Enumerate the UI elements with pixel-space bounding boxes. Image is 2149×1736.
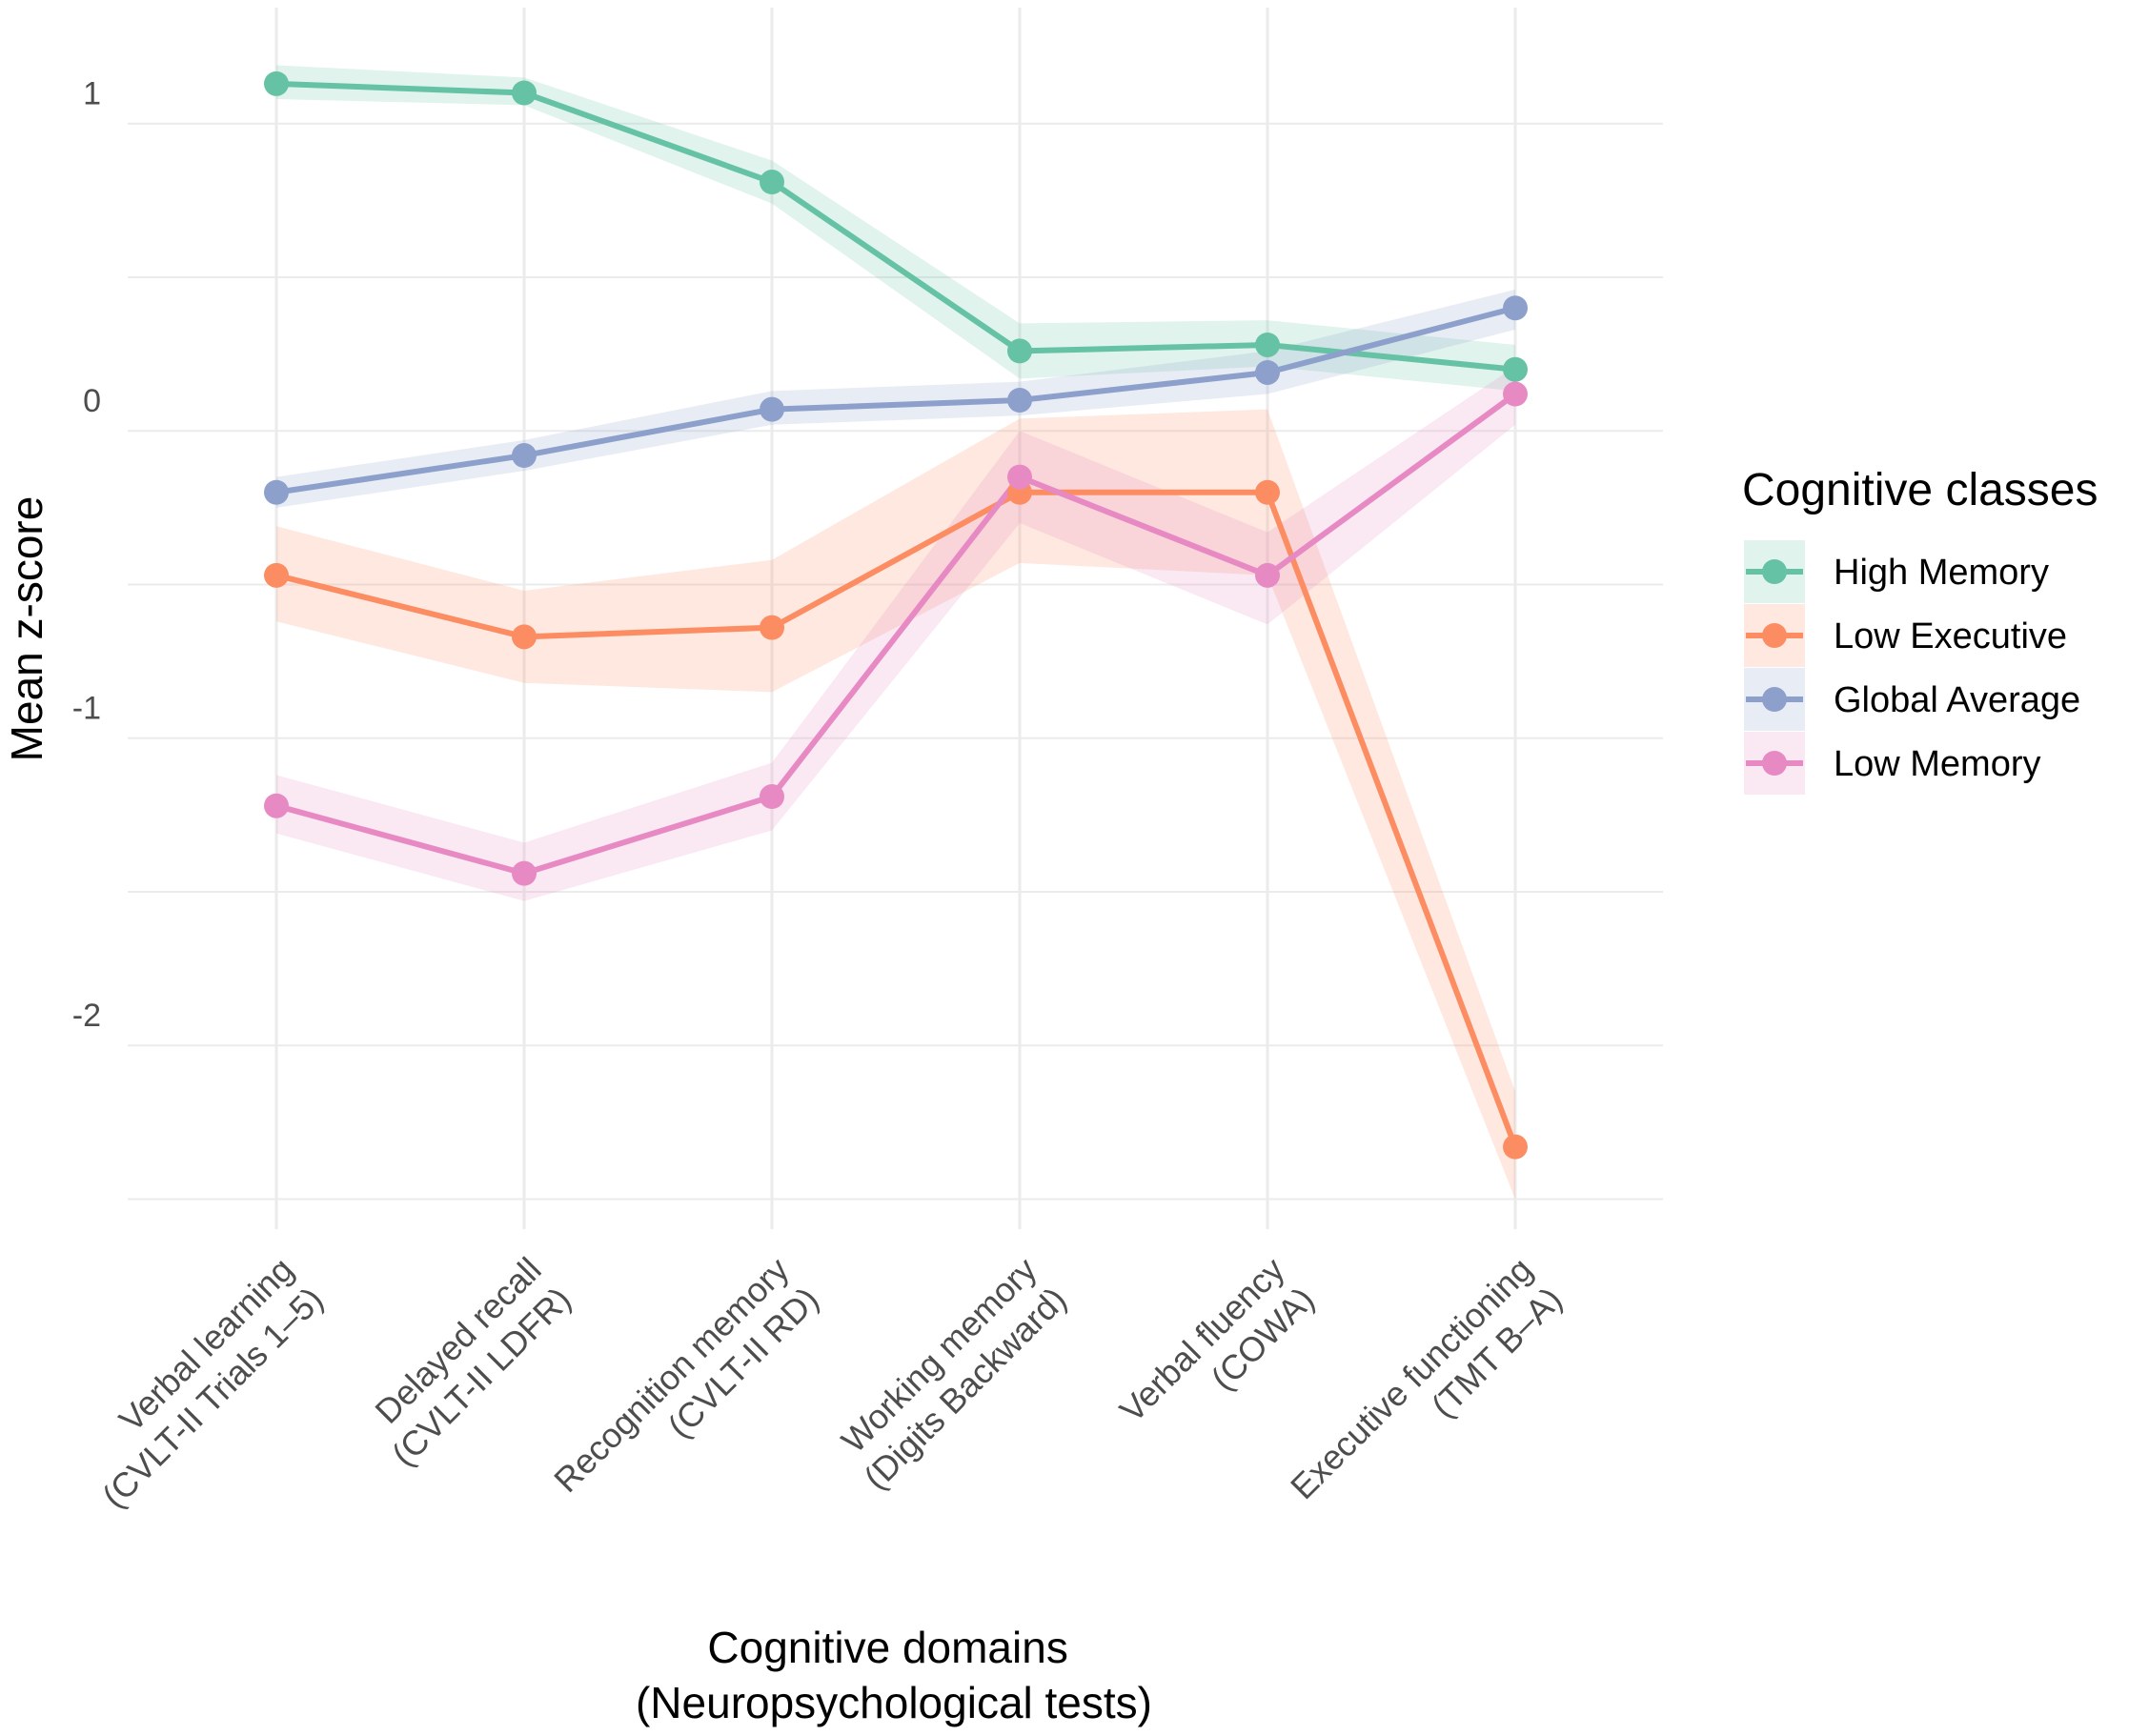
legend-item-2[interactable]: Global Average <box>1744 668 2080 731</box>
data-point-3-4[interactable] <box>1255 562 1280 588</box>
x-axis-ticks: Verbal learning(CVLT-II Trials 1–5) Delay… <box>65 1250 1570 1537</box>
confidence-band-1 <box>276 409 1515 1200</box>
legend-key-point <box>1762 559 1787 584</box>
data-point-2-0[interactable] <box>264 479 289 505</box>
data-point-3-2[interactable] <box>760 784 784 810</box>
data-point-0-0[interactable] <box>264 71 289 96</box>
legend-item-1[interactable]: Low Executive <box>1744 604 2067 667</box>
y-axis-ticks: -2 -1 0 1 <box>72 76 101 1035</box>
y-tick-label: 1 <box>83 76 101 112</box>
legend-label: Low Executive <box>1834 616 2067 656</box>
data-point-2-1[interactable] <box>512 443 537 469</box>
data-point-1-4[interactable] <box>1255 479 1280 505</box>
y-axis-title: Mean z-score <box>2 496 51 762</box>
x-axis-title: Cognitive domains (Neuropsychological te… <box>636 1623 1152 1727</box>
x-tick-label-text: Delayed recall(CVLT-II LDFR) <box>355 1250 578 1474</box>
legend-label: Low Memory <box>1834 744 2041 784</box>
x-tick-label: Verbal fluency(COWA) <box>1112 1250 1322 1460</box>
x-tick-label-text: Executive functioning(TMT B–A) <box>1283 1250 1570 1537</box>
data-point-3-1[interactable] <box>512 860 537 886</box>
x-tick-label-text: Verbal fluency(COWA) <box>1112 1250 1322 1460</box>
series-line-2 <box>274 305 1518 495</box>
x-tick-label: Working memory(Digits Backward) <box>826 1250 1074 1498</box>
data-point-3-5[interactable] <box>1503 381 1528 407</box>
x-axis-title-line-2: (Neuropsychological tests) <box>636 1678 1152 1727</box>
legend-title: Cognitive classes <box>1742 465 2098 515</box>
x-tick-label: Verbal learning(CVLT-II Trials 1–5) <box>65 1250 331 1516</box>
x-axis-title-line-1: Cognitive domains <box>707 1623 1067 1672</box>
legend-item-0[interactable]: High Memory <box>1744 540 2049 603</box>
series-line-1 <box>274 489 1518 1150</box>
data-point-3-0[interactable] <box>264 793 289 818</box>
x-tick-label-text: Working memory(Digits Backward) <box>826 1250 1074 1498</box>
data-point-0-4[interactable] <box>1255 332 1280 357</box>
grid <box>128 8 1663 1229</box>
data-point-2-5[interactable] <box>1503 295 1528 321</box>
legend-label: Global Average <box>1834 680 2080 720</box>
data-point-2-3[interactable] <box>1007 388 1032 413</box>
x-tick-label-text: Recognition memory(CVLT-II RD) <box>546 1250 826 1530</box>
series-line-3 <box>274 391 1518 877</box>
y-tick-label: -2 <box>72 998 101 1034</box>
data-point-2-4[interactable] <box>1255 359 1280 385</box>
y-tick-label: -1 <box>72 691 101 727</box>
legend-key-point <box>1762 687 1787 712</box>
data-point-0-2[interactable] <box>760 170 784 195</box>
data-point-1-5[interactable] <box>1503 1134 1528 1160</box>
x-tick-label: Executive functioning(TMT B–A) <box>1283 1250 1570 1537</box>
series-lines <box>274 80 1518 1150</box>
legend-key-point <box>1762 751 1787 776</box>
y-tick-label: 0 <box>83 383 101 419</box>
legend-key-point <box>1762 623 1787 648</box>
series-line-0 <box>274 80 1518 373</box>
data-point-3-3[interactable] <box>1007 464 1032 490</box>
confidence-band-2 <box>276 289 1515 508</box>
x-tick-label-line: Recognition memory <box>546 1250 796 1500</box>
x-tick-label-text: Verbal learning(CVLT-II Trials 1–5) <box>65 1250 331 1516</box>
data-point-1-2[interactable] <box>760 615 784 640</box>
legend-item-3[interactable]: Low Memory <box>1744 732 2041 795</box>
x-tick-label: Recognition memory(CVLT-II RD) <box>546 1250 826 1530</box>
data-point-0-1[interactable] <box>512 80 537 106</box>
data-point-1-1[interactable] <box>512 624 537 650</box>
legend-items: High Memory Low Executive Global Average Lo… <box>1744 540 2080 795</box>
data-point-2-2[interactable] <box>760 396 784 422</box>
x-tick-label-line: Executive functioning <box>1283 1250 1540 1507</box>
x-tick-label: Delayed recall(CVLT-II LDFR) <box>355 1250 578 1474</box>
data-point-0-3[interactable] <box>1007 338 1032 364</box>
legend: Cognitive classes High Memory Low Executi… <box>1742 465 2098 795</box>
legend-label: High Memory <box>1834 553 2049 593</box>
series-points <box>264 71 1528 1160</box>
data-point-1-0[interactable] <box>264 562 289 588</box>
data-point-0-5[interactable] <box>1503 356 1528 382</box>
